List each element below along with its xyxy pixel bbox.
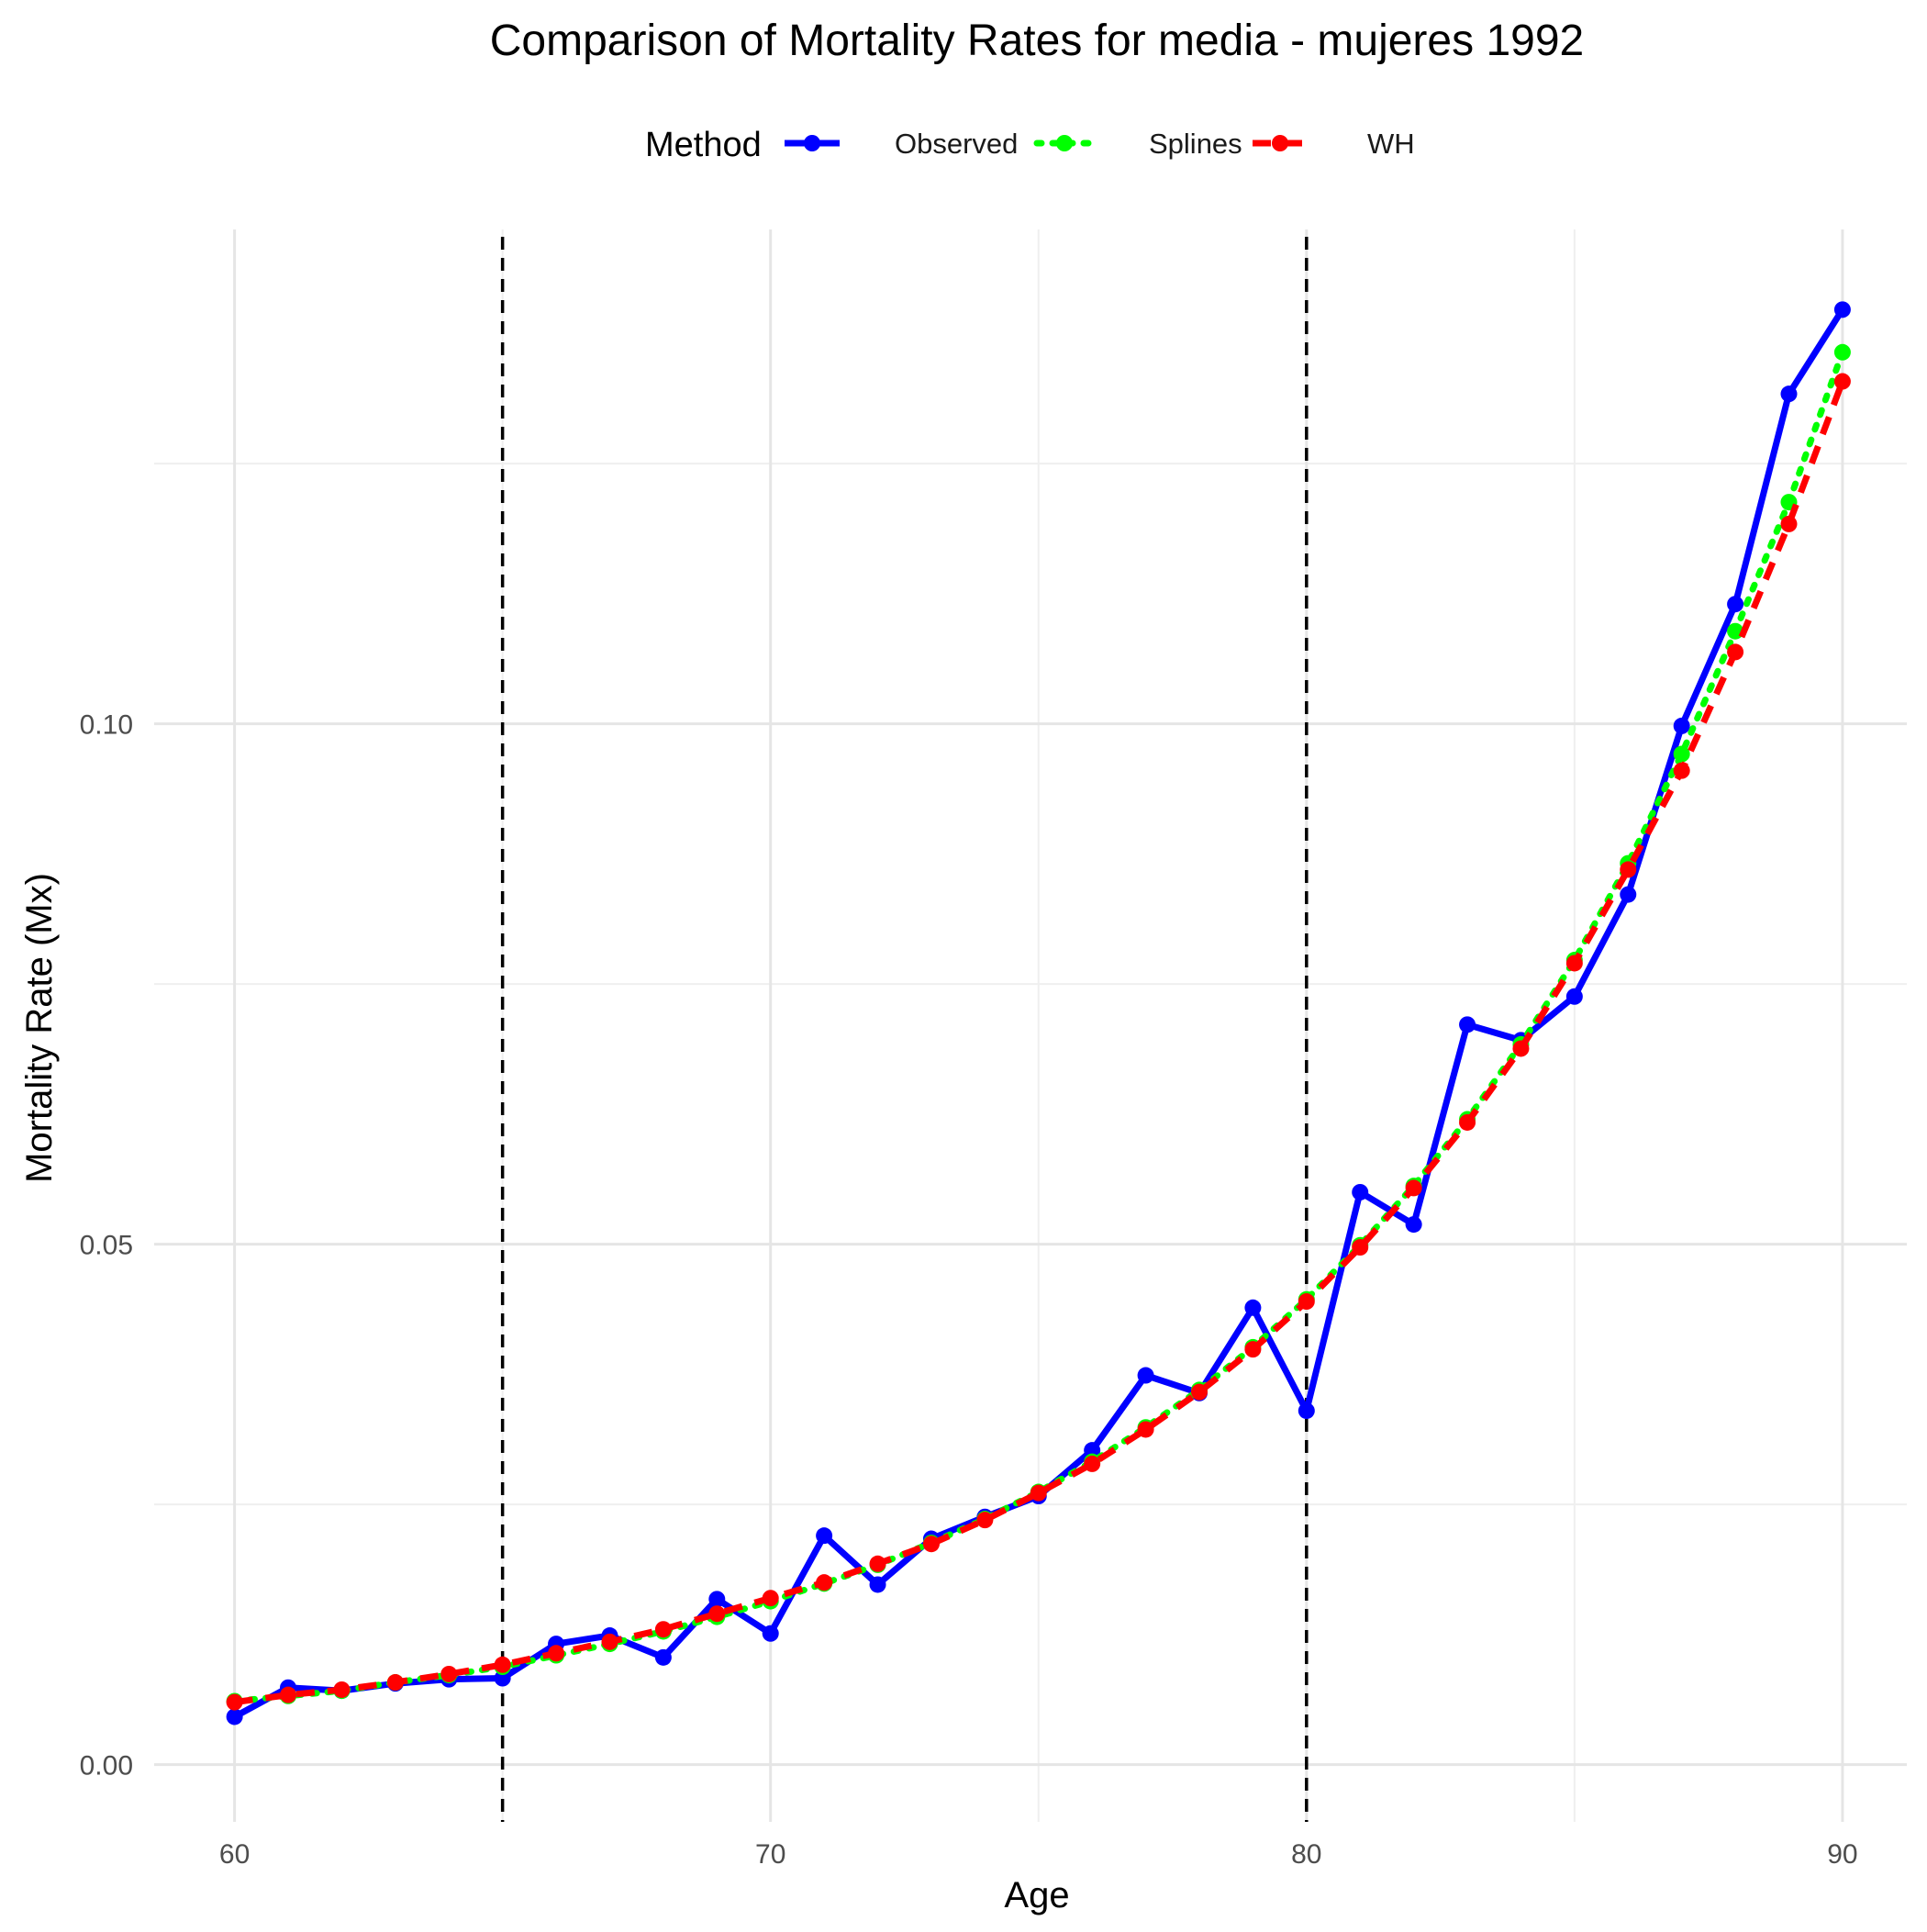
data-point-wh [1620,861,1637,878]
data-point-observed [762,1625,779,1642]
data-point-wh [816,1574,833,1591]
data-point-wh [1459,1113,1476,1131]
x-axis-title: Age [1004,1875,1069,1915]
chart-title: Comparison of Mortality Rates for media … [490,17,1584,65]
data-point-wh [922,1536,940,1553]
data-point-observed [1620,886,1637,903]
legend-title: Method [645,126,762,164]
data-point-wh [708,1605,726,1623]
data-point-wh [1727,643,1744,661]
data-point-wh [869,1555,886,1572]
y-tick-label: 0.10 [80,710,133,741]
data-point-splines [1673,745,1690,763]
data-point-splines [1833,343,1851,361]
legend-key-point [1272,135,1288,151]
data-point-wh [601,1633,618,1650]
data-point-wh [548,1645,565,1662]
data-point-wh [762,1590,779,1607]
legend-item-splines: Splines [1033,128,1242,160]
data-point-observed [1084,1442,1101,1459]
data-point-observed [1780,385,1798,403]
data-point-wh [1352,1239,1369,1256]
tick-labels: 60 70 80 90 0.00 0.05 0.10 [80,710,1858,1870]
data-point-wh [386,1674,404,1692]
data-point-wh [1780,515,1798,532]
series-layer [226,301,1851,1725]
data-point-observed [1673,717,1690,734]
x-tick-label: 60 [219,1839,250,1870]
data-point-observed [869,1576,886,1593]
legend-label: Splines [1149,128,1242,160]
data-point-wh [1673,762,1690,779]
data-point-wh [1405,1179,1422,1197]
data-point-observed [654,1648,672,1666]
legend-key-point [804,135,820,151]
legend-label: WH [1367,128,1415,160]
data-point-wh [1084,1455,1101,1472]
data-point-observed [1298,1402,1315,1420]
data-point-observed [816,1527,833,1545]
legend: Method Observed Splines WH [645,126,1415,164]
data-point-wh [280,1686,297,1703]
y-tick-label: 0.05 [80,1231,133,1261]
data-point-wh [440,1665,458,1682]
data-point-observed [1565,988,1583,1005]
data-point-observed [1137,1367,1154,1384]
data-point-wh [1137,1421,1154,1438]
data-point-observed [1727,596,1744,613]
series-wh [226,373,1851,1711]
data-point-observed [1352,1183,1369,1201]
data-point-wh [1565,955,1583,972]
legend-key-point [1056,135,1073,151]
data-point-wh [1298,1293,1315,1311]
data-point-wh [976,1512,994,1529]
data-point-wh [1030,1484,1047,1502]
data-point-wh [1244,1341,1262,1358]
data-point-observed [1405,1216,1422,1234]
data-point-wh [1190,1383,1208,1401]
x-tick-label: 70 [755,1839,785,1870]
y-tick-label: 0.00 [80,1751,133,1781]
x-tick-label: 80 [1291,1839,1321,1870]
legend-item-observed: Observed [785,128,1018,160]
data-point-observed [226,1708,243,1725]
data-point-observed [494,1670,511,1687]
data-point-wh [1512,1040,1530,1057]
data-point-observed [708,1591,726,1608]
data-point-wh [654,1621,672,1638]
x-tick-label: 90 [1827,1839,1857,1870]
data-point-observed [1244,1299,1262,1316]
data-point-wh [494,1656,511,1673]
data-point-wh [1833,373,1851,390]
data-point-wh [333,1681,351,1698]
legend-label: Observed [895,128,1018,160]
data-point-observed [1833,301,1851,318]
reference-lines [500,237,1309,1822]
legend-item-wh: WH [1253,128,1415,160]
y-axis-title: Mortality Rate (Mx) [19,873,60,1183]
data-point-observed [1459,1016,1476,1033]
data-point-wh [226,1693,243,1711]
grid [154,229,1907,1822]
